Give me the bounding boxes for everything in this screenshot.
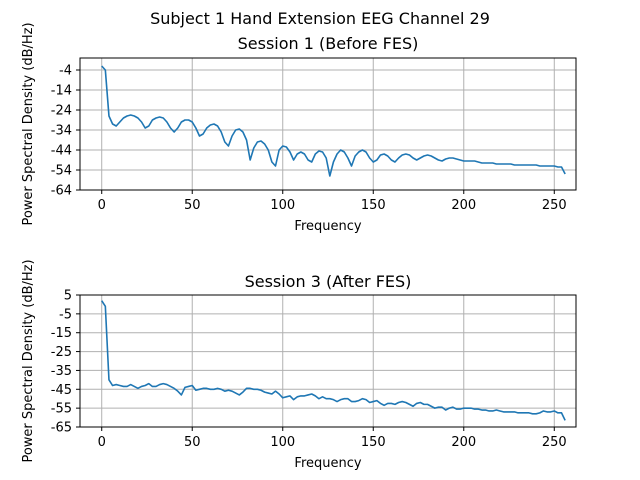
- y-tick-label: -45: [51, 383, 72, 398]
- y-tick-label: -54: [51, 164, 72, 179]
- y-tick-label: -65: [51, 421, 72, 436]
- y-tick-label: -34: [51, 124, 72, 139]
- y-axis-label: Power Spectral Density (dB/Hz): [21, 22, 36, 225]
- psd-line: [101, 65, 566, 177]
- y-tick-label: -15: [51, 326, 72, 341]
- subplot-session-1: Session 1 (Before FES) 0 50 100 150 200 250 -4…: [21, 22, 577, 234]
- y-tick-label: 5: [64, 289, 72, 304]
- x-axis-label: Frequency: [294, 456, 361, 471]
- y-tick-label: -35: [51, 364, 72, 379]
- axes-frame: [79, 57, 577, 191]
- x-tick-label: 100: [270, 198, 295, 213]
- y-tick-label: -24: [51, 104, 72, 119]
- axis-ticks: 0 50 100 150 200 250 -4 -14 -24 -34 -44 -54 -64: [51, 64, 567, 214]
- subplot-session-3: Session 3 (After FES) 0 50 100 150 200 250 5 -5…: [21, 259, 577, 471]
- y-tick-label: -55: [51, 402, 72, 417]
- y-tick-label: -25: [51, 345, 72, 360]
- x-tick-label: 150: [361, 435, 386, 450]
- psd-line: [101, 300, 566, 421]
- y-tick-label: -4: [59, 64, 72, 79]
- x-tick-label: 200: [451, 198, 476, 213]
- axes-frame: [79, 294, 577, 428]
- x-tick-label: 100: [270, 435, 295, 450]
- y-tick-label: -44: [51, 144, 72, 159]
- x-tick-label: 200: [451, 435, 476, 450]
- subplot-title: Session 1 (Before FES): [238, 34, 419, 53]
- figure-title: Subject 1 Hand Extension EEG Channel 29: [150, 9, 490, 28]
- y-axis-label: Power Spectral Density (dB/Hz): [21, 259, 36, 462]
- x-tick-label: 150: [361, 198, 386, 213]
- x-tick-label: 250: [542, 198, 567, 213]
- y-tick-label: -5: [59, 307, 72, 322]
- series-layer: [101, 300, 566, 421]
- x-tick-label: 0: [98, 435, 106, 450]
- x-axis-label: Frequency: [294, 219, 361, 234]
- x-tick-label: 0: [98, 198, 106, 213]
- y-tick-label: -64: [51, 184, 72, 199]
- x-tick-label: 50: [184, 198, 201, 213]
- axis-ticks: 0 50 100 150 200 250 5 -5 -15 -25 -35 -45 -55 -65: [51, 289, 567, 451]
- x-tick-label: 250: [542, 435, 567, 450]
- x-tick-label: 50: [184, 435, 201, 450]
- y-tick-label: -14: [51, 84, 72, 99]
- series-layer: [101, 65, 566, 177]
- subplot-title: Session 3 (After FES): [245, 272, 412, 291]
